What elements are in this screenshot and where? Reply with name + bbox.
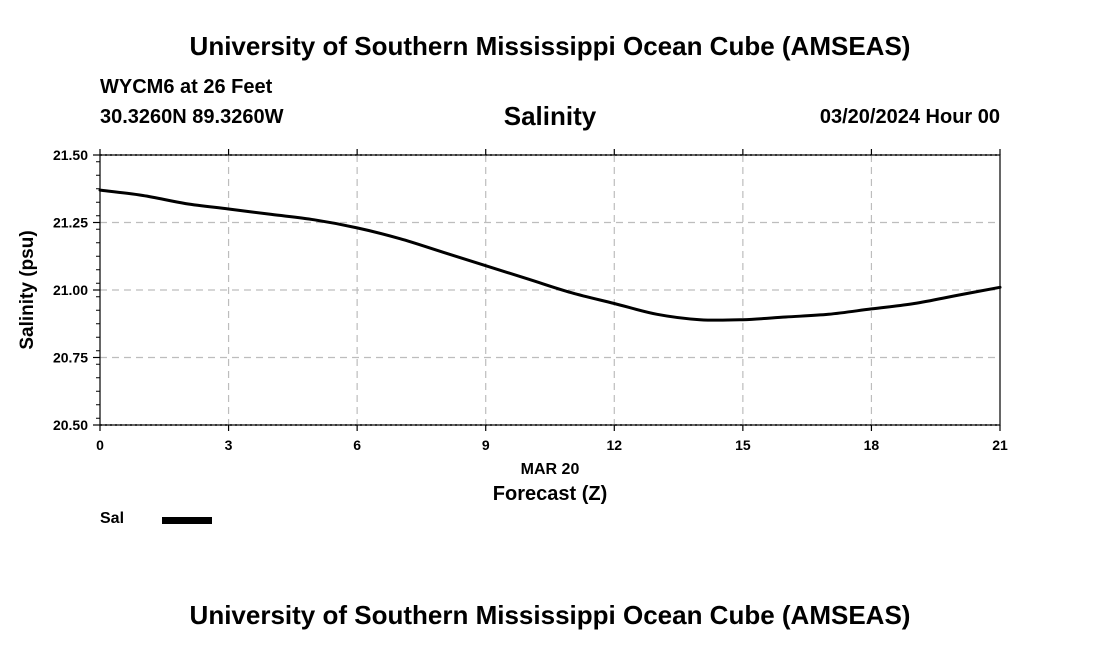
y-tick-labels: 20.50 20.75 21.00 21.25 21.50 — [53, 147, 88, 433]
x-tick-label: 18 — [864, 437, 880, 453]
x-tick-labels: 0 3 6 9 12 15 18 21 — [96, 437, 1008, 453]
y-axis-label: Salinity (psu) — [17, 230, 38, 349]
legend-swatch — [162, 517, 212, 524]
y-tick-label: 21.00 — [53, 282, 88, 298]
chart-title: Salinity — [503, 101, 597, 131]
salinity-series-line — [98, 188, 1002, 322]
legend-label: Sal — [100, 510, 125, 527]
series-group — [98, 188, 1002, 322]
station-label: WYCM6 at 26 Feet — [100, 76, 273, 98]
forecast-datetime: 03/20/2024 Hour 00 — [819, 106, 1000, 128]
x-tick-label: 3 — [225, 437, 233, 453]
x-tick-label: 12 — [606, 437, 622, 453]
grid-lines — [100, 154, 1000, 426]
org-title: University of Southern Mississippi Ocean… — [189, 31, 911, 61]
y-tick-label: 21.50 — [53, 147, 88, 163]
x-date-label: MAR 20 — [521, 461, 580, 478]
x-tick-label: 21 — [992, 437, 1008, 453]
minor-ticks — [93, 149, 1001, 431]
y-tick-label: 20.75 — [53, 350, 88, 366]
plot-frame — [99, 154, 1001, 426]
x-axis-label: Forecast (Z) — [493, 483, 607, 505]
footer-title: University of Southern Mississippi Ocean… — [189, 600, 911, 630]
coordinates-label: 30.3260N 89.3260W — [100, 106, 284, 128]
x-tick-label: 15 — [735, 437, 751, 453]
x-tick-label: 6 — [353, 437, 361, 453]
x-tick-label: 9 — [482, 437, 490, 453]
y-tick-label: 20.50 — [53, 417, 88, 433]
y-tick-label: 21.25 — [53, 215, 88, 231]
x-tick-label: 0 — [96, 437, 104, 453]
